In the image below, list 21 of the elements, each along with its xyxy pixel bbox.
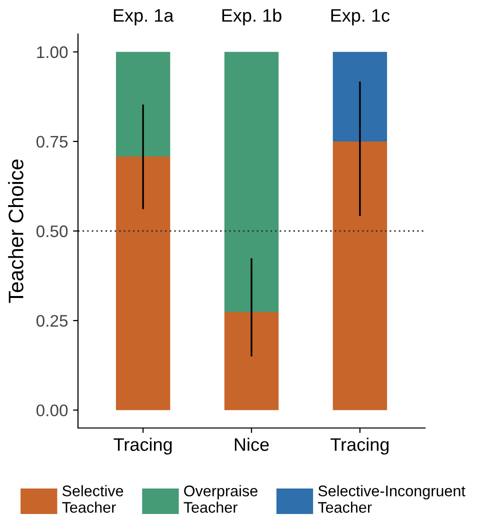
- y-tick-label: 0.25: [36, 314, 68, 327]
- x-tick-label: Tracing: [114, 438, 172, 455]
- y-tick-label: 1.00: [37, 46, 68, 58]
- bar: [224, 312, 279, 410]
- y-tick-label: 0.75: [36, 136, 68, 148]
- bar: [116, 52, 170, 156]
- text: Exp. 1c: [331, 9, 390, 26]
- bar: [224, 52, 279, 312]
- text: Exp. 1a: [114, 9, 174, 26]
- y-tick-label: 0.50: [36, 225, 68, 238]
- text: Exp. 1b: [222, 8, 282, 26]
- legend-label: Overpraise Teacher: [184, 485, 258, 513]
- x-tick-label: Tracing: [330, 438, 389, 455]
- y-tick-label: 0.00: [36, 404, 68, 416]
- bar: [332, 141, 388, 410]
- legend-label: Selective-Incongruent Teacher: [318, 485, 466, 513]
- x-tick-label: Nice: [234, 438, 269, 451]
- bar: [332, 52, 388, 142]
- bar: [116, 156, 170, 410]
- legend-label: Selective Teacher: [62, 485, 124, 513]
- y-axis-title: Teacher Choice: [8, 160, 24, 303]
